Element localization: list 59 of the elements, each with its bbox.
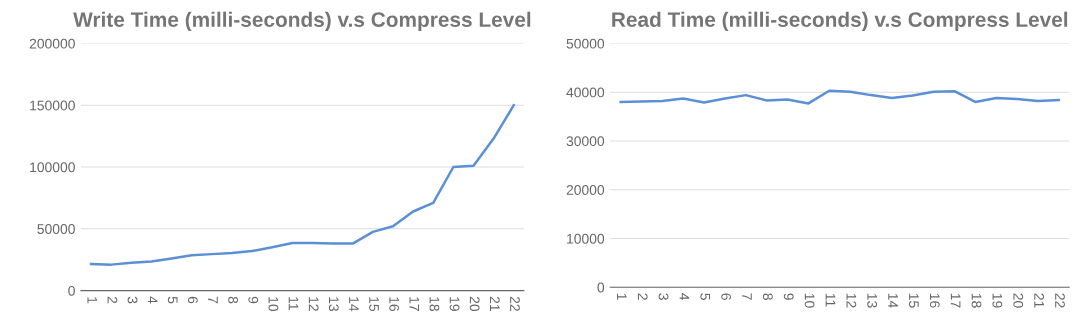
x-tick-label: 6 [721, 293, 732, 300]
x-tick-label: 8 [228, 296, 239, 304]
y-tick-label: 50000 [566, 38, 605, 49]
x-tick-label: 10 [268, 297, 279, 312]
y-tick-label: 30000 [566, 136, 605, 147]
x-tick-label: 7 [208, 296, 218, 304]
chart-title: Write Time (milli-seconds) v.s Compress Level [73, 11, 531, 32]
y-tick-label: 50000 [37, 224, 75, 234]
y-tick-label: 100000 [30, 162, 75, 173]
x-tick-label: 17 [950, 293, 961, 308]
x-tick-label: 21 [490, 296, 500, 311]
chart-title: Read Time (milli-seconds) v.s Compress Level [612, 11, 1068, 32]
x-tick-label: 13 [328, 297, 339, 311]
x-tick-label: 11 [825, 293, 836, 307]
x-tick-label: 15 [908, 293, 919, 308]
x-tick-label: 7 [742, 293, 752, 300]
x-tick-label: 22 [1055, 293, 1065, 308]
x-tick-label: 5 [700, 293, 711, 300]
y-tick-label: 150000 [30, 100, 75, 111]
x-tick-label: 8 [762, 293, 773, 300]
x-tick-label: 5 [167, 296, 178, 304]
x-tick-label: 19 [992, 293, 1003, 308]
x-tick-label: 2 [637, 293, 648, 300]
x-tick-label: 13 [867, 293, 878, 308]
x-tick-label: 21 [1034, 293, 1045, 308]
x-tick-label: 15 [369, 297, 379, 311]
x-tick-label: 11 [288, 297, 299, 310]
x-tick-label: 1 [617, 293, 627, 300]
x-tick-label: 16 [929, 293, 940, 308]
x-tick-label: 20 [1013, 293, 1024, 308]
x-tick-label: 12 [846, 293, 857, 308]
x-tick-label: 4 [679, 293, 690, 301]
x-tick-label: 1 [87, 297, 98, 304]
x-tick-label: 9 [248, 296, 259, 304]
x-tick-label: 19 [449, 297, 460, 311]
y-tick-label: 40000 [566, 87, 605, 98]
y-tick-label: 10000 [567, 233, 605, 244]
x-tick-label: 3 [127, 296, 138, 304]
x-tick-label: 14 [888, 293, 898, 308]
x-tick-label: 6 [187, 296, 198, 304]
x-tick-label: 12 [308, 297, 319, 311]
y-tick-label: 200000 [29, 38, 75, 49]
x-tick-label: 18 [429, 297, 440, 311]
y-tick-label: 0 [68, 285, 75, 296]
x-tick-label: 3 [658, 293, 669, 300]
x-tick-label: 14 [349, 297, 359, 312]
y-tick-label: 0 [597, 282, 605, 293]
line-series [619, 89, 1061, 105]
x-tick-label: 22 [510, 296, 520, 311]
x-tick-label: 10 [804, 293, 815, 308]
x-tick-label: 18 [971, 293, 982, 308]
x-tick-label: 9 [783, 293, 794, 300]
x-tick-label: 16 [389, 297, 400, 311]
x-tick-label: 20 [469, 296, 480, 312]
line-series [89, 103, 515, 266]
x-tick-label: 4 [147, 296, 158, 304]
y-tick-label: 20000 [566, 185, 605, 195]
x-tick-label: 2 [107, 296, 118, 304]
x-tick-label: 17 [409, 297, 420, 311]
